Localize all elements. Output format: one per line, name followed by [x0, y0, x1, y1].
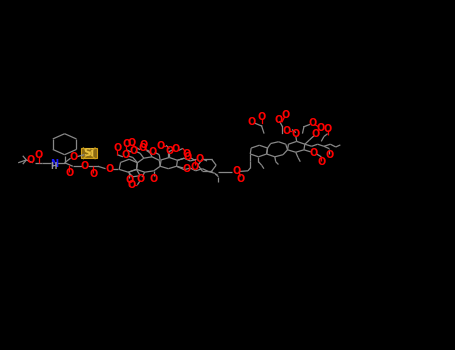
Text: O: O: [129, 146, 137, 155]
Text: O: O: [316, 123, 324, 133]
Text: O: O: [258, 112, 266, 122]
Text: O: O: [172, 144, 180, 154]
Text: O: O: [148, 147, 157, 156]
Text: O: O: [137, 174, 145, 184]
Text: O: O: [282, 126, 290, 135]
Text: O: O: [292, 130, 300, 139]
Text: O: O: [26, 155, 35, 165]
Text: O: O: [195, 154, 203, 163]
Text: O: O: [125, 175, 133, 184]
Text: O: O: [35, 150, 43, 160]
Text: O: O: [233, 167, 241, 176]
Text: O: O: [308, 118, 316, 128]
Text: O: O: [182, 149, 191, 159]
Text: O: O: [325, 150, 334, 160]
Text: H: H: [51, 162, 57, 172]
Text: O: O: [121, 150, 129, 160]
FancyBboxPatch shape: [81, 148, 97, 158]
Text: O: O: [122, 139, 131, 149]
Text: O: O: [236, 174, 244, 183]
Text: Si: Si: [84, 148, 95, 158]
Text: O: O: [138, 144, 147, 153]
Text: O: O: [113, 144, 121, 153]
Text: O: O: [183, 153, 192, 162]
Text: O: O: [311, 129, 319, 139]
Text: O: O: [191, 162, 199, 172]
Text: O: O: [150, 174, 158, 183]
Text: O: O: [310, 148, 318, 158]
Text: O: O: [157, 141, 165, 151]
Text: N: N: [50, 159, 58, 169]
Text: O: O: [89, 169, 97, 179]
Text: O: O: [65, 168, 73, 178]
Text: O: O: [128, 181, 136, 190]
Text: O: O: [317, 158, 325, 167]
Text: O: O: [140, 140, 148, 150]
Text: O: O: [165, 146, 173, 155]
Text: O: O: [274, 115, 283, 125]
Text: O: O: [81, 161, 89, 171]
Text: O: O: [324, 124, 332, 134]
Text: O: O: [70, 152, 78, 162]
Text: O: O: [282, 111, 290, 120]
Text: O: O: [248, 117, 256, 127]
Text: O: O: [182, 164, 191, 174]
Text: O: O: [127, 139, 136, 148]
Text: O: O: [105, 164, 113, 174]
